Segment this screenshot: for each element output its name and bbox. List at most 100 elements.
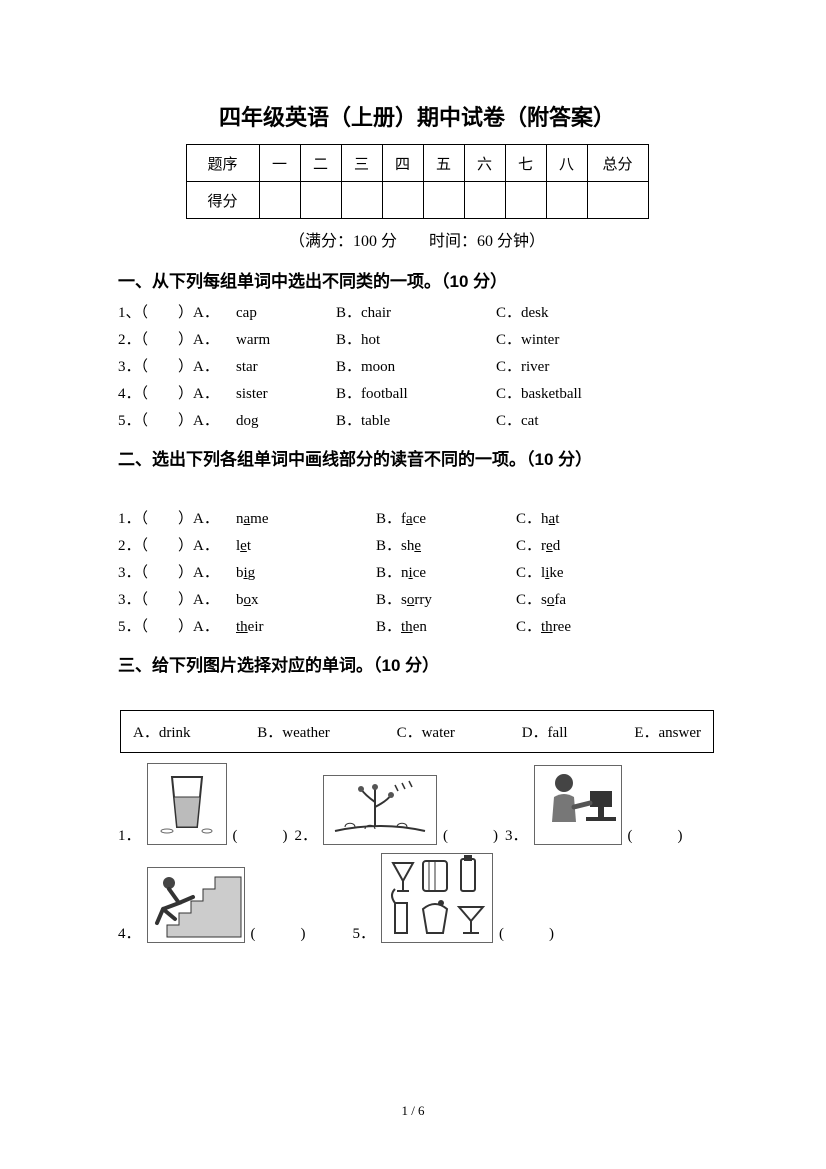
question-row: 5．（ ）A．theirB．thenC．three (118, 614, 716, 641)
question-row: 3．（ ）A．starB．moonC．river (118, 354, 716, 381)
score-value-row: 得分 (186, 182, 648, 219)
picture-row-2: 4． ( ) 5． ( ) (118, 853, 716, 943)
q-prefix: 2．（ ）A． (118, 327, 236, 354)
section1-head: 一、从下列每组单词中选出不同类的一项。（10 分） (118, 267, 716, 292)
score-cell[interactable] (341, 182, 382, 219)
question-row: 4．（ ）A．sisterB．footballC．basketball (118, 381, 716, 408)
pic-num: 3． (505, 824, 528, 845)
spacer (118, 684, 716, 704)
page-number: 1 / 6 (0, 1103, 826, 1119)
question-row: 1、（ ）A．capB．chairC．desk (118, 300, 716, 327)
word-bank-item: E．answer (634, 721, 701, 742)
score-table: 题序 一 二 三 四 五 六 七 八 总分 得分 (186, 144, 649, 219)
score-header-cell: 总分 (587, 145, 648, 182)
opt-b: B．she (376, 533, 516, 560)
answer-blank[interactable]: ( ) (443, 824, 499, 845)
opt-c: C．sofa (516, 587, 566, 614)
opt-a: box (236, 587, 376, 614)
opt-c: C．three (516, 614, 571, 641)
word-bank-item: A．drink (133, 721, 191, 742)
picture-row-1: 1． ( ) 2． ( ) 3． (118, 763, 716, 845)
q-prefix: 3．（ ）A． (118, 354, 236, 381)
exam-meta: （满分：100 分 时间：60 分钟） (118, 227, 716, 251)
opt-b: B．chair (336, 300, 496, 327)
score-header-cell: 六 (464, 145, 505, 182)
opt-c: C．cat (496, 408, 646, 435)
q-prefix: 5．（ ）A． (118, 408, 236, 435)
score-row-label: 得分 (186, 182, 259, 219)
opt-c: C．river (496, 354, 646, 381)
opt-a: name (236, 506, 376, 533)
opt-a: sister (236, 381, 336, 408)
section3-head: 三、给下列图片选择对应的单词。（10 分） (118, 651, 716, 676)
section2-body: 1．（ ）A．nameB．faceC．hat2．（ ）A．letB．sheC．r… (118, 506, 716, 641)
spacer (118, 478, 716, 506)
score-header-cell: 一 (259, 145, 300, 182)
opt-a: cap (236, 300, 336, 327)
opt-c: C．hat (516, 506, 559, 533)
question-row: 2．（ ）A．letB．sheC．red (118, 533, 716, 560)
q-prefix: 1、（ ）A． (118, 300, 236, 327)
q-prefix: 4．（ ）A． (118, 381, 236, 408)
opt-c: C．like (516, 560, 564, 587)
opt-b: B．table (336, 408, 496, 435)
section2-head: 二、选出下列各组单词中画线部分的读音不同的一项。（10 分） (118, 445, 716, 470)
q-prefix: 5．（ ）A． (118, 614, 236, 641)
opt-c: C．basketball (496, 381, 646, 408)
word-bank-box: A．drink B．weather C．water D．fall E．answe… (120, 710, 714, 753)
word-bank-item: D．fall (522, 721, 568, 742)
glass-water-icon (147, 763, 227, 845)
opt-b: B．then (376, 614, 516, 641)
question-row: 5．（ ）A．dogB．tableC．cat (118, 408, 716, 435)
opt-b: B．face (376, 506, 516, 533)
q-prefix: 1．（ ）A． (118, 506, 236, 533)
score-header-cell: 八 (546, 145, 587, 182)
q-prefix: 3．（ ）A． (118, 587, 236, 614)
opt-a: their (236, 614, 376, 641)
score-cell[interactable] (505, 182, 546, 219)
score-cell[interactable] (464, 182, 505, 219)
pic-num: 5． (353, 922, 376, 943)
answer-blank[interactable]: ( ) (499, 922, 555, 943)
opt-c: C．red (516, 533, 560, 560)
drinks-grid-icon (381, 853, 493, 943)
opt-a: star (236, 354, 336, 381)
word-bank-item: B．weather (257, 721, 329, 742)
opt-a: big (236, 560, 376, 587)
score-cell[interactable] (546, 182, 587, 219)
opt-b: B．moon (336, 354, 496, 381)
pic-num: 4． (118, 922, 141, 943)
question-row: 3．（ ）A．boxB．sorryC．sofa (118, 587, 716, 614)
opt-b: B．nice (376, 560, 516, 587)
score-cell[interactable] (300, 182, 341, 219)
word-bank-item: C．water (397, 721, 455, 742)
opt-b: B．sorry (376, 587, 516, 614)
score-header-cell: 七 (505, 145, 546, 182)
question-row: 3．（ ）A．bigB．niceC．like (118, 560, 716, 587)
opt-b: B．hot (336, 327, 496, 354)
score-cell[interactable] (382, 182, 423, 219)
score-header-cell: 四 (382, 145, 423, 182)
answer-blank[interactable]: ( ) (233, 824, 289, 845)
score-header-row: 题序 一 二 三 四 五 六 七 八 总分 (186, 145, 648, 182)
score-header-cell: 三 (341, 145, 382, 182)
question-row: 1．（ ）A．nameB．faceC．hat (118, 506, 716, 533)
falling-stairs-icon (147, 867, 245, 943)
answer-blank[interactable]: ( ) (251, 922, 307, 943)
q-prefix: 2．（ ）A． (118, 533, 236, 560)
question-row: 2．（ ）A．warmB．hotC．winter (118, 327, 716, 354)
score-header-cell: 二 (300, 145, 341, 182)
section1-body: 1、（ ）A．capB．chairC．desk2．（ ）A．warmB．hotC… (118, 300, 716, 435)
person-computer-icon (534, 765, 622, 845)
score-cell[interactable] (587, 182, 648, 219)
score-header-cell: 五 (423, 145, 464, 182)
answer-blank[interactable]: ( ) (628, 824, 684, 845)
q-prefix: 3．（ ）A． (118, 560, 236, 587)
score-cell[interactable] (423, 182, 464, 219)
score-cell[interactable] (259, 182, 300, 219)
page-title: 四年级英语（上册）期中试卷（附答案） (118, 100, 716, 132)
score-header-cell: 题序 (186, 145, 259, 182)
opt-a: warm (236, 327, 336, 354)
exam-page: 四年级英语（上册）期中试卷（附答案） 题序 一 二 三 四 五 六 七 八 总分… (0, 0, 826, 1169)
opt-a: dog (236, 408, 336, 435)
